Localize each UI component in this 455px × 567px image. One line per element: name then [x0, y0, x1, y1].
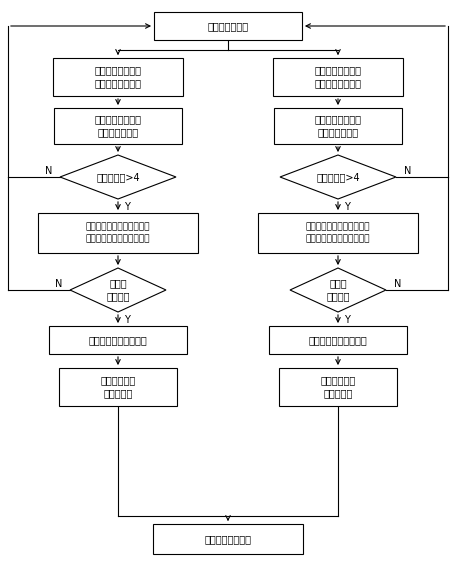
Text: 主处理单元计算观
测量和本地时间: 主处理单元计算观 测量和本地时间: [94, 115, 141, 137]
Text: Y: Y: [124, 315, 130, 325]
Text: 读取对应卫星星历、钟差等
参数，解算卫星位置和速度: 读取对应卫星星历、钟差等 参数，解算卫星位置和速度: [86, 223, 150, 243]
Text: 读取对应卫星星历、钟差等
参数，解算卫星位置和速度: 读取对应卫星星历、钟差等 参数，解算卫星位置和速度: [305, 223, 369, 243]
Text: 差分数据处理模块: 差分数据处理模块: [204, 534, 251, 544]
Text: 生成主处理单
元差分数据: 生成主处理单 元差分数据: [320, 375, 355, 399]
Bar: [268, 326, 406, 354]
Text: 生成主处理单
元差分数据: 生成主处理单 元差分数据: [100, 375, 135, 399]
Bar: [38, 213, 197, 253]
Text: 删除重复卫星和故
障卫星的观测数据: 删除重复卫星和故 障卫星的观测数据: [94, 66, 141, 88]
Bar: [273, 58, 402, 96]
Text: N: N: [55, 279, 62, 289]
Bar: [153, 524, 302, 554]
Text: Y: Y: [343, 315, 349, 325]
Polygon shape: [60, 155, 176, 199]
Text: N: N: [403, 166, 410, 176]
Text: 位置有
效性判断: 位置有 效性判断: [106, 278, 130, 302]
Bar: [258, 213, 417, 253]
Bar: [273, 108, 401, 144]
Polygon shape: [289, 268, 385, 312]
Text: N: N: [45, 166, 52, 176]
Bar: [278, 368, 396, 406]
Bar: [59, 368, 177, 406]
Text: N: N: [393, 279, 400, 289]
Bar: [53, 58, 182, 96]
Text: 等待观测量中断: 等待观测量中断: [207, 21, 248, 31]
Polygon shape: [279, 155, 395, 199]
Text: 副处理单元计算观
测量和本地时间: 副处理单元计算观 测量和本地时间: [314, 115, 361, 137]
Text: Y: Y: [124, 202, 130, 212]
Text: 解算码单点定位、测速: 解算码单点定位、测速: [88, 335, 147, 345]
Bar: [54, 108, 182, 144]
Polygon shape: [70, 268, 166, 312]
Text: Y: Y: [343, 202, 349, 212]
Text: 可用卫星数>4: 可用卫星数>4: [96, 172, 140, 182]
Text: 删除重复卫星和故
障卫星的观测数据: 删除重复卫星和故 障卫星的观测数据: [314, 66, 361, 88]
Text: 位置有
效性判断: 位置有 效性判断: [325, 278, 349, 302]
Bar: [154, 12, 301, 40]
Bar: [49, 326, 187, 354]
Text: 解算码单点定位、测速: 解算码单点定位、测速: [308, 335, 367, 345]
Text: 可用卫星数>4: 可用卫星数>4: [315, 172, 359, 182]
